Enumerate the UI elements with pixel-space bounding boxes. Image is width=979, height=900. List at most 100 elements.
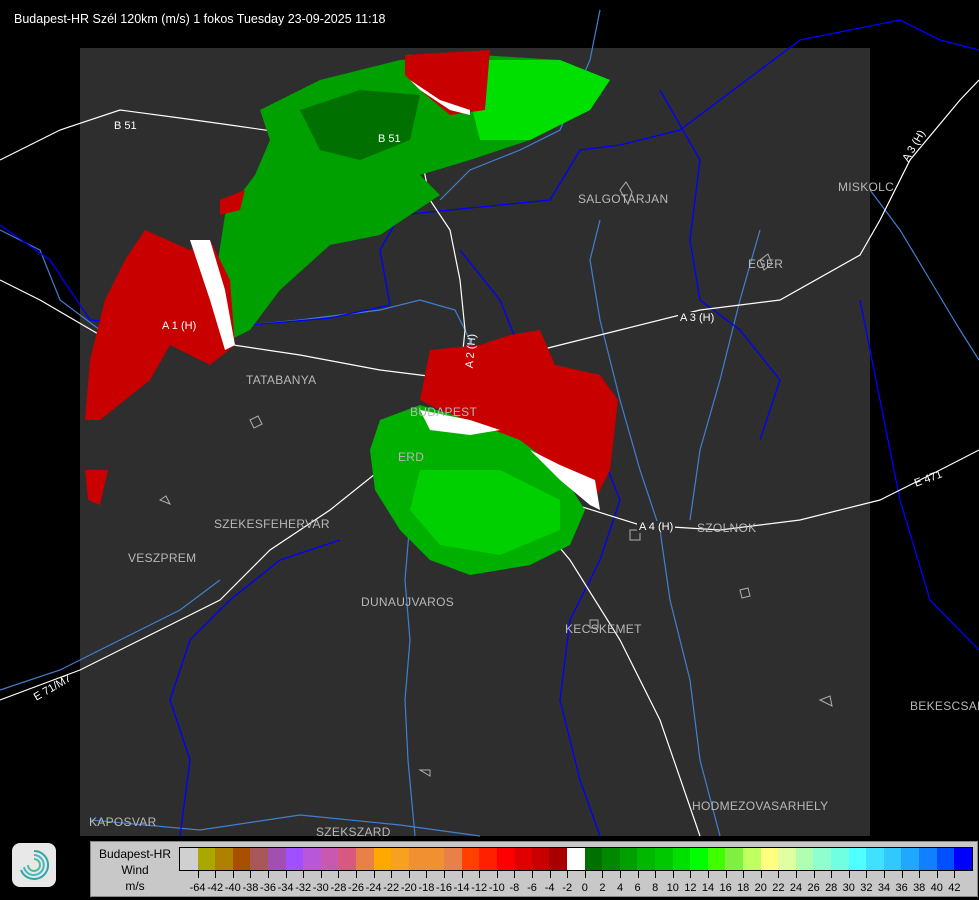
legend-tick	[373, 870, 375, 878]
legend-swatch	[760, 848, 779, 870]
legend-swatch	[408, 848, 427, 870]
legend-swatch	[602, 848, 620, 870]
legend-tick-label: 22	[772, 882, 785, 894]
legend-swatch	[672, 848, 691, 870]
road-label: B 51	[378, 133, 401, 145]
legend-swatch	[778, 848, 796, 870]
legend-swatch	[320, 848, 339, 870]
city-label: KAPOSVAR	[89, 815, 157, 829]
road-label: B 51	[114, 120, 137, 132]
town-outlines	[158, 181, 833, 777]
legend-colorbar	[179, 847, 973, 871]
legend-title: Budapest-HR Wind m/s	[91, 846, 179, 894]
legend-tick-label: 30	[842, 882, 855, 894]
legend-swatch	[619, 848, 638, 870]
omsz-logo	[12, 843, 56, 887]
swirl-logo-icon	[20, 849, 50, 880]
legend-swatch	[215, 848, 233, 870]
legend-tick-label: 32	[860, 882, 873, 894]
legend-tick-label: 6	[634, 882, 641, 894]
legend-swatch	[373, 848, 392, 870]
legend-ticks: -64 -42 -40 -38 -36 -34 -32 -30 -28 -26 -24 -22 -20-…	[179, 870, 979, 900]
legend-tick	[250, 870, 252, 878]
legend-tick	[197, 870, 199, 878]
legend-tick	[936, 870, 938, 878]
legend-swatch	[936, 848, 955, 870]
legend-tick-label: -40	[224, 882, 241, 894]
legend-tick-label: 8	[652, 882, 659, 894]
legend-tick	[813, 870, 815, 878]
legend-swatch	[303, 848, 321, 870]
legend-tick-label: 16	[719, 882, 732, 894]
legend-swatch	[338, 848, 356, 870]
city-label: SZOLNOK	[697, 521, 757, 535]
legend-swatch	[391, 848, 409, 870]
road-label: A 4 (H)	[637, 521, 676, 533]
legend-line-1: Budapest-HR	[98, 847, 172, 861]
legend-tick-label: -24	[365, 882, 382, 894]
city-label: ERD	[398, 450, 425, 464]
legend-tick-label: 36	[895, 882, 908, 894]
legend-tick	[479, 870, 481, 878]
legend-tick	[725, 870, 727, 878]
legend-swatch	[848, 848, 867, 870]
legend-swatch	[954, 848, 972, 870]
legend-tick-label: 2	[599, 882, 606, 894]
legend-tick-label: -4	[544, 882, 555, 894]
legend-swatch	[285, 848, 304, 870]
legend-swatch	[461, 848, 480, 870]
legend-tick	[602, 870, 604, 878]
city-label: MISKOLC	[838, 180, 895, 194]
legend-swatch	[795, 848, 814, 870]
legend-tick-label: -12	[471, 882, 488, 894]
legend-tick-label: -32	[295, 882, 312, 894]
legend-tick-label: -42	[207, 882, 224, 894]
legend-tick-label: 34	[877, 882, 891, 894]
legend-tick-label: -26	[348, 882, 364, 894]
legend-tick	[584, 870, 586, 878]
legend-swatch	[426, 848, 444, 870]
legend-tick	[708, 870, 709, 878]
legend-tick-label: -36	[260, 882, 276, 894]
legend-swatch	[866, 848, 884, 870]
legend-tick-label: 28	[825, 882, 838, 894]
legend-tick	[496, 870, 498, 878]
legend-swatch	[267, 848, 286, 870]
legend-tick	[338, 870, 340, 878]
legend-tick	[285, 870, 287, 878]
legend-tick-label: -30	[312, 882, 329, 894]
legend-line-3: m/s	[125, 879, 145, 893]
legend-tick-label: 38	[913, 882, 926, 894]
legend-tick	[268, 870, 269, 878]
legend-tick	[901, 870, 903, 878]
color-legend: Budapest-HR Wind m/s -64 -42 -40 -38 -36 -34-…	[90, 841, 978, 897]
legend-swatch	[443, 848, 462, 870]
legend-tick	[919, 870, 921, 878]
legend-tick-label: -22	[383, 882, 400, 894]
legend-swatch	[655, 848, 673, 870]
legend-tick-label: -20	[400, 882, 417, 894]
legend-tick	[567, 870, 569, 878]
legend-tick	[215, 870, 217, 878]
legend-swatch	[813, 848, 831, 870]
legend-swatch	[197, 848, 216, 870]
city-label: HODMEZOVASARHELY	[692, 799, 829, 813]
legend-swatch	[232, 848, 251, 870]
legend-swatch	[725, 848, 743, 870]
legend-tick	[655, 870, 657, 878]
legend-tick	[549, 870, 551, 878]
legend-swatch	[250, 848, 268, 870]
legend-tick-label: -18	[418, 882, 435, 894]
legend-swatch	[707, 848, 726, 870]
legend-tick	[532, 870, 533, 878]
legend-tick-label: 10	[666, 882, 679, 894]
legend-tick-label: -38	[242, 882, 259, 894]
legend-tick	[461, 870, 463, 878]
legend-swatch	[690, 848, 708, 870]
legend-tick-label: 0	[581, 882, 588, 894]
legend-swatch	[549, 848, 568, 870]
legend-tick-label: 4	[616, 882, 624, 894]
radar-echoes	[85, 50, 618, 575]
legend-tick-label: 14	[701, 882, 715, 894]
legend-tick-label: -2	[562, 882, 573, 894]
